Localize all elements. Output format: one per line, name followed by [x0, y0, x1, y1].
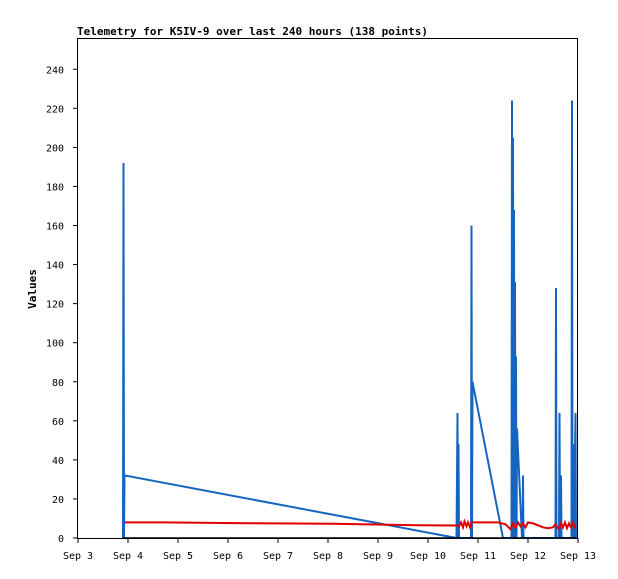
x-tick-label: Sep 8 [313, 551, 343, 562]
y-tick-label: 80 [52, 378, 64, 389]
x-tick-label: Sep 3 [63, 551, 93, 562]
y-tick-label: 60 [52, 417, 64, 428]
series-line-1 [122, 100, 577, 540]
x-tick-label: Sep 9 [363, 551, 393, 562]
data-series [122, 100, 577, 540]
y-tick-label: 240 [46, 65, 64, 76]
x-tick-label: Sep 5 [163, 551, 193, 562]
x-axis-ticks: Sep 3 Sep 4 Sep 5 Sep 6 Sep 7 Sep 8 Sep 9 Sep 1… [63, 538, 596, 562]
plot-area [77, 38, 578, 539]
chart-title: Telemetry for K5IV-9 over last 240 hours… [77, 25, 428, 38]
y-tick-label: 40 [52, 456, 64, 467]
y-tick-label: 120 [46, 300, 64, 311]
y-axis-ticks: 0 20 40 60 80 100 120 140 160 180 200 220 240 [46, 65, 78, 545]
y-tick-label: 20 [52, 495, 64, 506]
y-tick-label: 180 [46, 182, 64, 193]
x-tick-label: Sep 10 [410, 551, 446, 562]
x-tick-label: Sep 13 [560, 551, 596, 562]
x-tick-label: Sep 11 [460, 551, 496, 562]
y-tick-label: 160 [46, 222, 64, 233]
x-tick-label: Sep 12 [510, 551, 546, 562]
y-tick-label: 220 [46, 104, 64, 115]
y-tick-label: 200 [46, 143, 64, 154]
y-axis-label: Values [26, 269, 39, 309]
x-tick-label: Sep 4 [113, 551, 143, 562]
y-tick-label: 100 [46, 339, 64, 350]
series-line-2 [125, 518, 577, 532]
y-tick-label: 140 [46, 261, 64, 272]
x-tick-label: Sep 6 [213, 551, 243, 562]
y-tick-label: 0 [58, 534, 64, 545]
x-tick-label: Sep 7 [263, 551, 293, 562]
